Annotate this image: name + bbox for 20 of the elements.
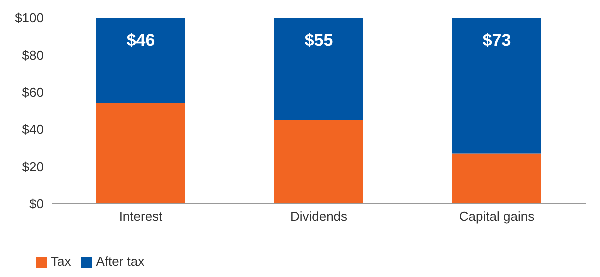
- data-label: $46: [126, 31, 156, 50]
- bar: [452, 154, 542, 204]
- bar: [274, 120, 364, 204]
- y-tick-label: $100: [15, 10, 44, 26]
- bar: [452, 18, 542, 154]
- legend-label: After tax: [96, 254, 145, 269]
- y-tick-label: $0: [30, 196, 44, 212]
- bar: [274, 18, 364, 120]
- bar: [96, 18, 186, 104]
- data-label: $55: [304, 31, 334, 50]
- bar: [96, 104, 186, 204]
- y-tick-label: $80: [22, 48, 44, 63]
- legend-label: Tax: [51, 254, 72, 269]
- y-tick-label: $20: [22, 159, 44, 174]
- y-tick-label: $60: [22, 85, 44, 100]
- x-tick-label: Capital gains: [459, 209, 536, 224]
- x-tick-label: Dividends: [290, 209, 348, 224]
- x-tick-label: Interest: [119, 209, 164, 224]
- data-label: $73: [482, 31, 512, 50]
- y-tick-label: $40: [22, 122, 44, 138]
